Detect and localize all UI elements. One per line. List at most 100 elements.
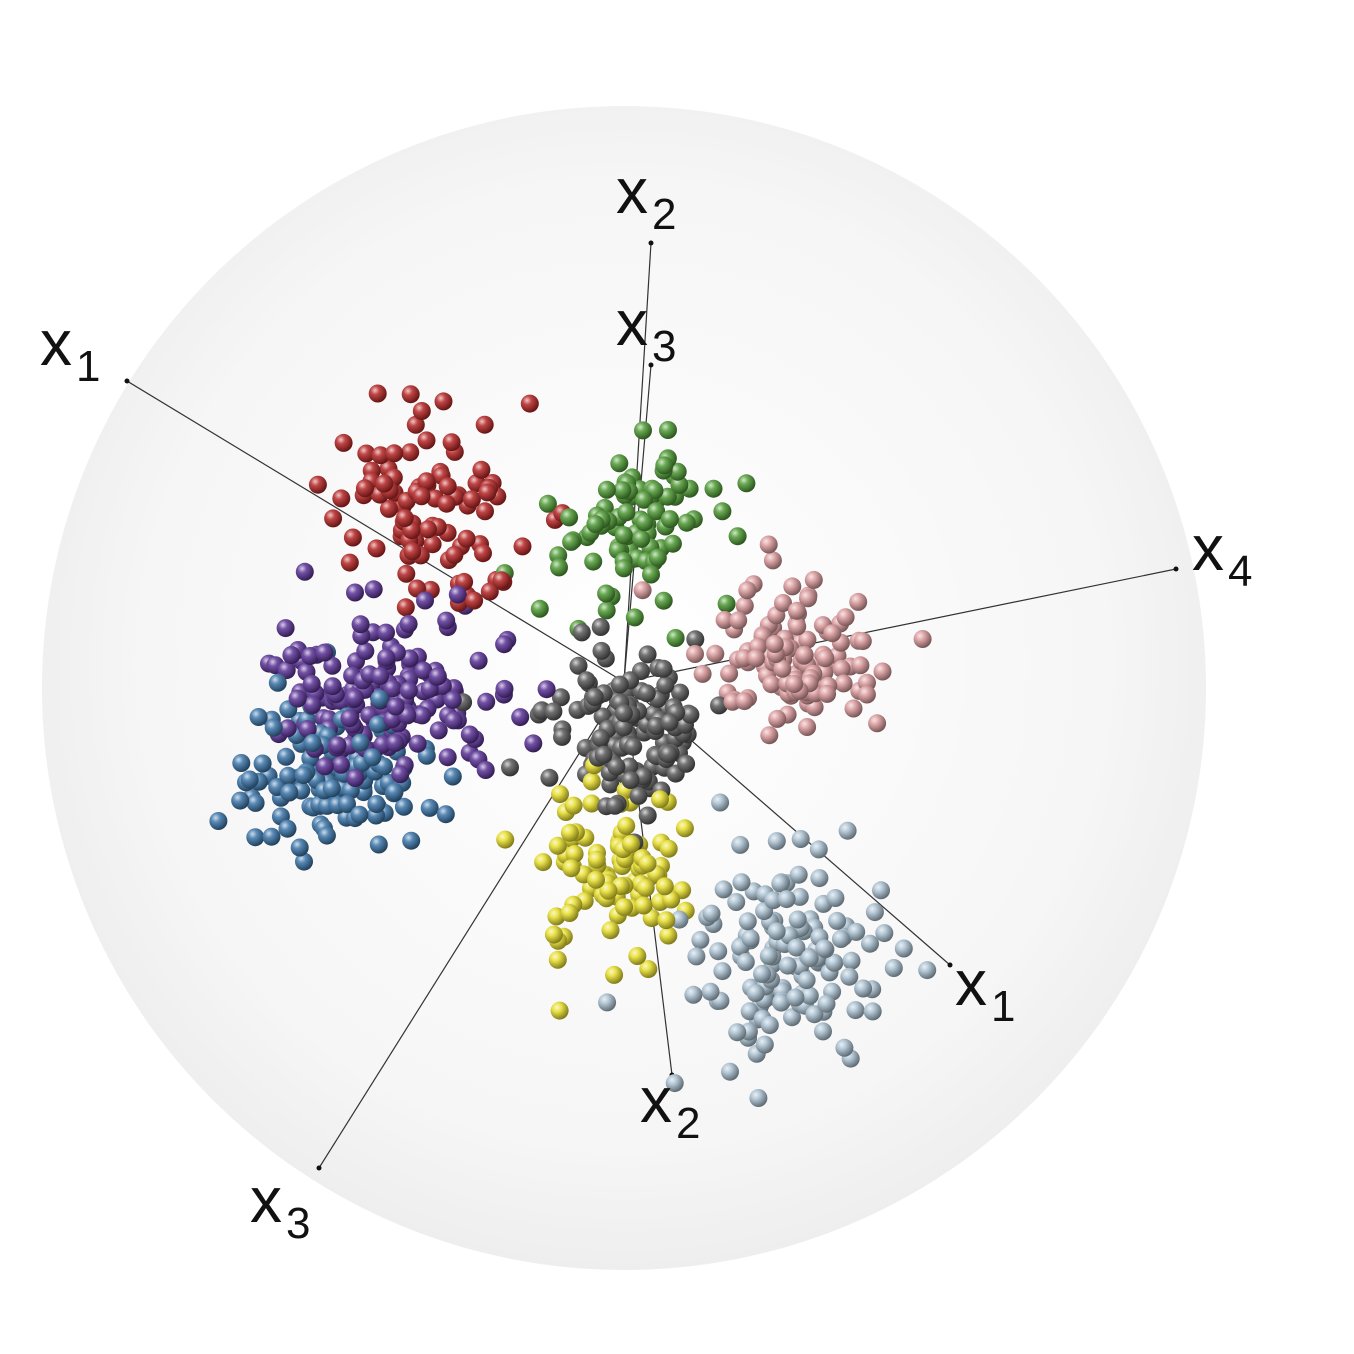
data-point-cluster-6 <box>560 823 579 842</box>
data-point-cluster-0 <box>478 483 497 502</box>
data-point-cluster-0 <box>397 564 416 583</box>
data-point-cluster-5 <box>338 795 356 813</box>
data-point-cluster-3 <box>551 688 570 707</box>
data-point-cluster-0 <box>412 487 431 506</box>
data-point-cluster-6 <box>548 836 567 855</box>
data-point-cluster-1 <box>550 558 568 577</box>
data-point-cluster-5 <box>278 819 297 838</box>
data-point-cluster-7 <box>687 947 706 966</box>
data-point-cluster-2 <box>720 664 739 683</box>
data-point-cluster-4 <box>460 725 479 744</box>
data-point-cluster-4 <box>524 734 543 753</box>
data-point-cluster-2 <box>798 630 817 649</box>
data-point-cluster-5 <box>351 733 370 752</box>
data-point-cluster-7 <box>831 930 850 948</box>
data-point-cluster-4 <box>537 680 556 699</box>
data-point-cluster-6 <box>615 898 634 917</box>
data-point-cluster-6 <box>562 859 581 878</box>
data-point-cluster-7 <box>714 880 733 899</box>
data-point-cluster-5 <box>280 783 299 802</box>
axis-line-x2-top <box>623 242 652 683</box>
data-point-cluster-0 <box>462 490 481 509</box>
data-point-cluster-5 <box>350 805 369 824</box>
data-point-cluster-0 <box>438 477 457 496</box>
data-point-cluster-3 <box>594 745 613 764</box>
axis-end-dot <box>648 362 654 368</box>
data-point-cluster-7 <box>817 994 836 1013</box>
data-point-cluster-3 <box>569 656 588 675</box>
data-point-cluster-5 <box>402 831 421 850</box>
data-point-cluster-0 <box>357 444 376 463</box>
data-point-cluster-3 <box>591 618 610 636</box>
data-point-cluster-2 <box>836 608 855 627</box>
data-point-cluster-7 <box>791 830 810 848</box>
data-point-cluster-6 <box>638 854 657 873</box>
data-point-cluster-7 <box>767 832 786 851</box>
data-point-cluster-2 <box>795 645 814 664</box>
data-point-cluster-2 <box>715 611 734 629</box>
data-point-cluster-1 <box>632 529 651 548</box>
data-point-cluster-7 <box>741 929 760 948</box>
data-point-cluster-5 <box>295 852 313 871</box>
data-point-cluster-1 <box>647 502 666 521</box>
data-point-cluster-1 <box>737 474 756 493</box>
data-point-cluster-0 <box>343 528 362 547</box>
data-point-cluster-3 <box>654 659 673 678</box>
data-point-cluster-3 <box>671 683 690 702</box>
data-point-cluster-3 <box>638 645 657 664</box>
axis-label-x1-upper: x1 <box>40 307 100 391</box>
data-point-cluster-2 <box>759 535 778 554</box>
data-point-cluster-2 <box>913 630 932 648</box>
data-point-cluster-4 <box>278 719 297 738</box>
data-point-cluster-3 <box>614 704 633 723</box>
data-point-cluster-5 <box>268 673 287 692</box>
data-point-cluster-0 <box>371 446 390 465</box>
data-point-cluster-3 <box>591 729 610 747</box>
data-point-cluster-7 <box>797 971 816 990</box>
data-point-cluster-5 <box>240 770 259 789</box>
data-point-cluster-0 <box>474 544 492 563</box>
data-point-cluster-4 <box>495 635 514 654</box>
data-point-cluster-5 <box>368 715 387 734</box>
data-point-cluster-5 <box>264 718 283 737</box>
data-point-cluster-2 <box>849 592 868 611</box>
data-point-cluster-2 <box>832 659 851 678</box>
data-point-cluster-5 <box>303 734 322 752</box>
data-point-cluster-2 <box>823 624 842 643</box>
data-point-cluster-5 <box>262 827 281 846</box>
data-point-cluster-1 <box>617 503 636 522</box>
data-point-cluster-2 <box>868 714 887 733</box>
axis-end-dot <box>648 240 654 246</box>
data-point-cluster-0 <box>476 502 494 521</box>
data-point-cluster-1 <box>655 456 674 475</box>
data-point-cluster-0 <box>442 433 461 452</box>
data-point-cluster-0 <box>401 443 420 462</box>
data-point-cluster-3 <box>638 806 657 825</box>
data-point-cluster-7 <box>736 953 755 971</box>
data-point-cluster-2 <box>633 581 652 600</box>
data-point-cluster-1 <box>614 526 633 545</box>
data-point-cluster-4 <box>345 689 364 707</box>
data-point-cluster-0 <box>375 474 394 493</box>
data-point-cluster-2 <box>765 635 784 653</box>
data-point-cluster-0 <box>419 520 437 539</box>
data-point-cluster-3 <box>577 671 596 690</box>
data-point-cluster-4 <box>288 689 307 708</box>
data-point-cluster-3 <box>585 688 604 706</box>
data-point-cluster-6 <box>599 881 618 900</box>
data-point-cluster-3 <box>624 737 643 756</box>
data-point-cluster-4 <box>386 734 405 752</box>
data-point-cluster-4 <box>346 769 365 787</box>
data-point-cluster-4 <box>332 755 350 774</box>
data-point-cluster-6 <box>582 794 601 813</box>
data-point-cluster-7 <box>800 949 819 968</box>
data-point-cluster-3 <box>501 758 519 777</box>
data-point-cluster-4 <box>414 661 433 680</box>
axis-end-dot <box>316 1165 322 1171</box>
data-point-cluster-0 <box>332 489 351 508</box>
data-point-cluster-5 <box>394 797 413 816</box>
data-point-cluster-0 <box>520 394 539 413</box>
data-point-cluster-7 <box>732 873 751 892</box>
data-point-cluster-3 <box>710 696 728 715</box>
